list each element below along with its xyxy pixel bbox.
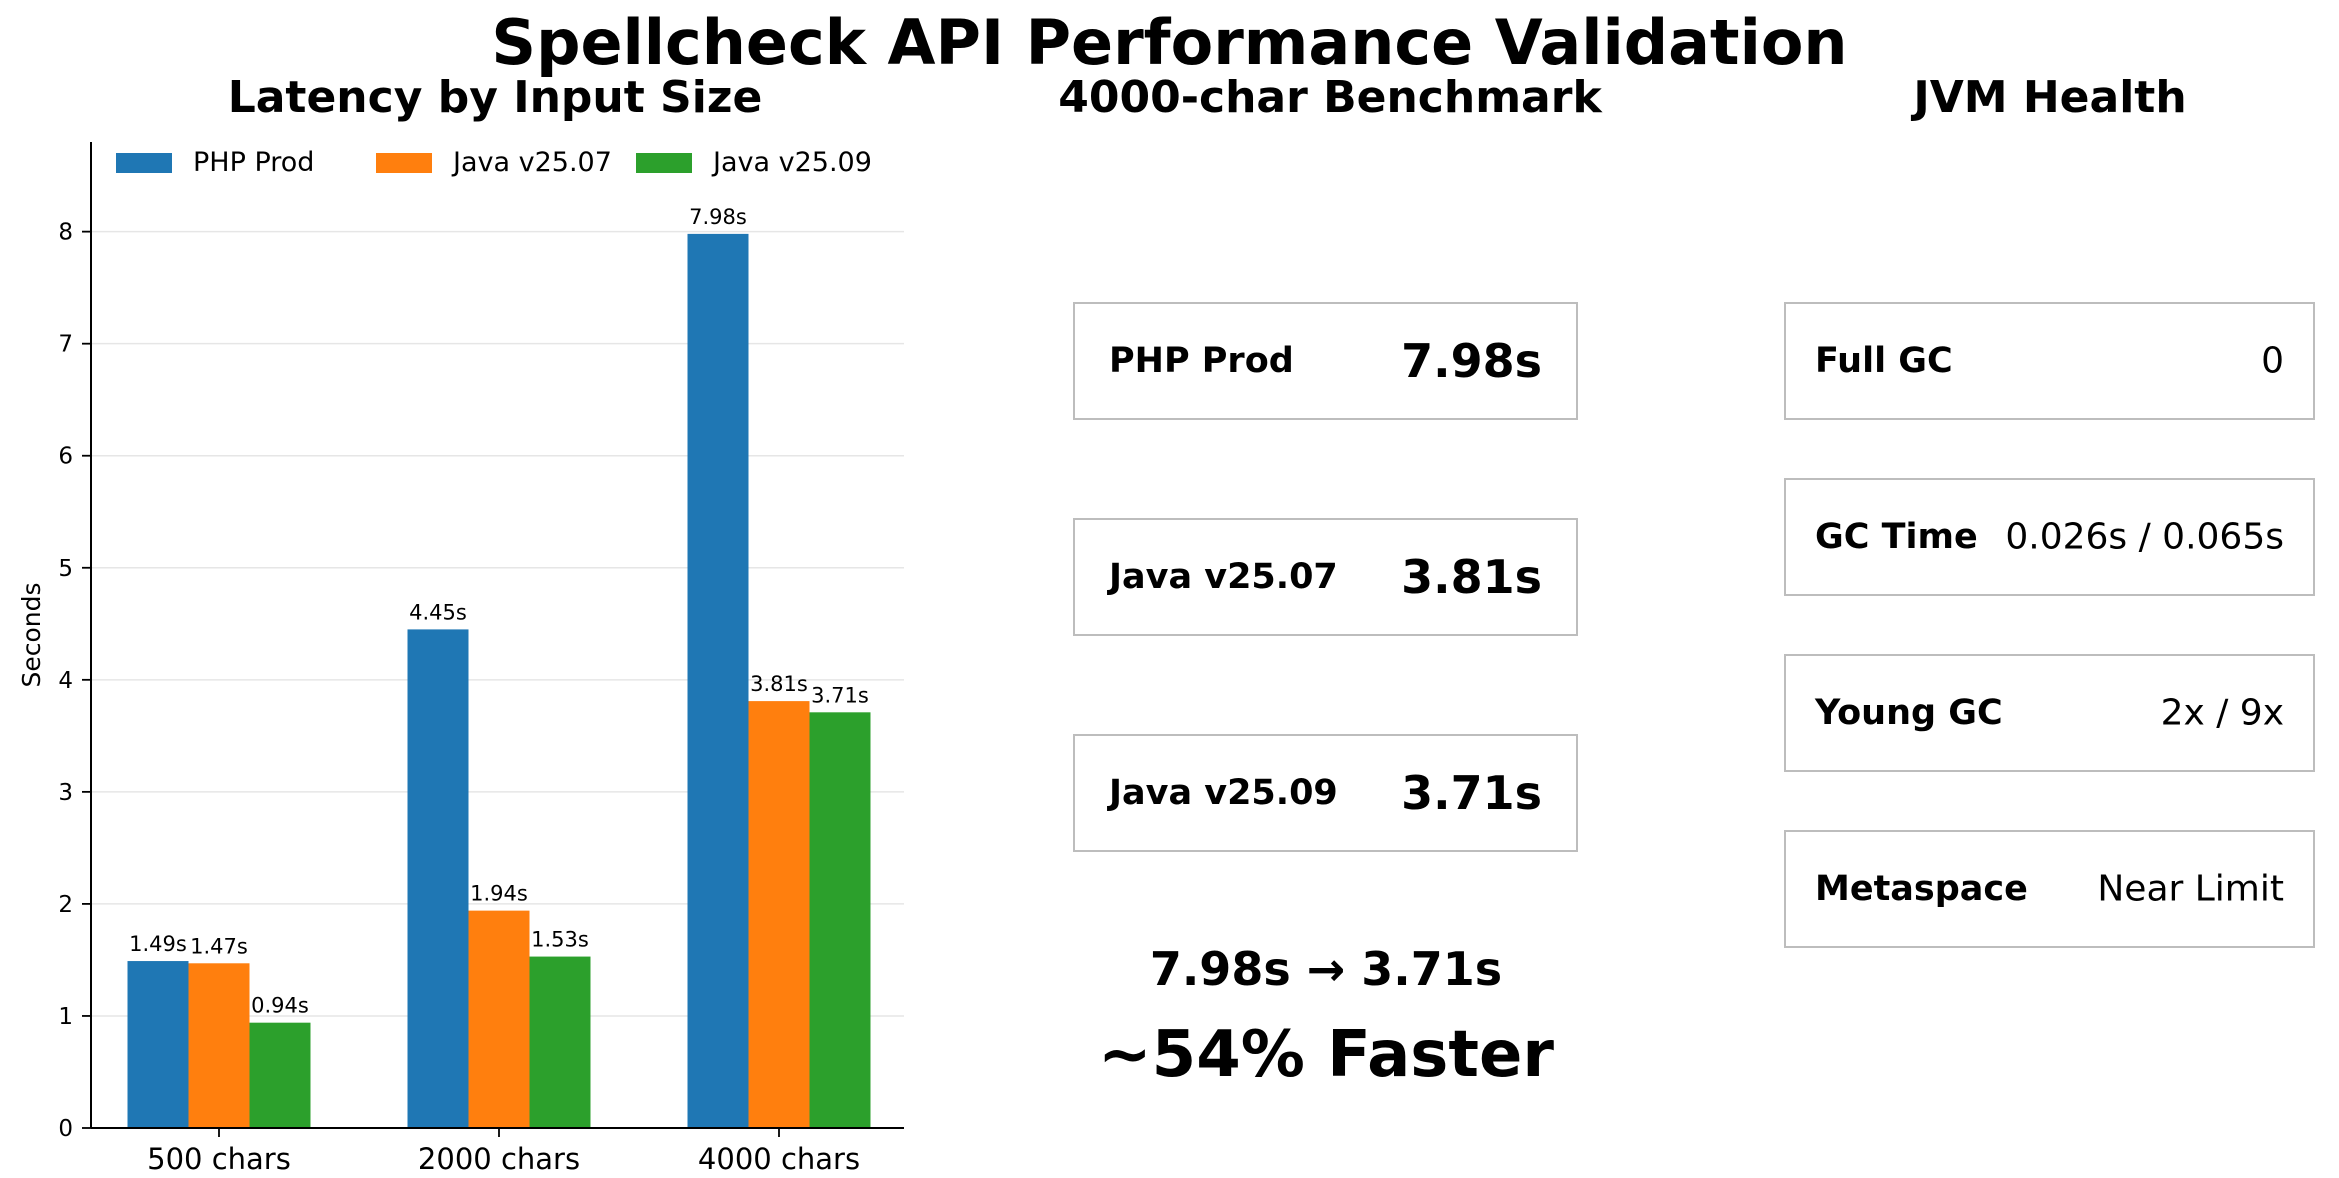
legend-swatch	[116, 153, 172, 173]
y-tick-label: 7	[58, 332, 73, 358]
x-tick-label: 2000 chars	[418, 1142, 580, 1176]
jvm-card-value: Near Limit	[2097, 868, 2284, 910]
latency-change-text: 7.98s → 3.71s	[1149, 942, 1503, 996]
jvm-panel-title: JVM Health	[1913, 72, 2187, 123]
bar	[687, 233, 749, 1129]
legend-swatch	[636, 153, 692, 173]
y-tick-label: 2	[58, 892, 73, 918]
bar	[407, 629, 469, 1128]
bar	[468, 910, 530, 1128]
benchmark-card-label: Java v25.09	[1109, 773, 1338, 813]
bar-value-label: 7.98s	[689, 205, 747, 229]
jvm-card-value: 2x / 9x	[2160, 692, 2284, 734]
bar-value-label: 0.94s	[251, 994, 309, 1018]
bar-value-label: 1.94s	[470, 882, 528, 906]
x-tick-label: 500 chars	[147, 1142, 291, 1176]
legend-label: Java v25.07	[451, 147, 612, 178]
jvm-card-value: 0.026s / 0.065s	[2005, 516, 2284, 558]
bar-value-label: 1.53s	[531, 928, 589, 952]
y-tick-label: 1	[58, 1004, 73, 1030]
latency-bar-chart: 0 1 2 3 4 5 6 7 8 Seconds 1.49s 1.47s 0.94s 500 chars…	[17, 142, 904, 1176]
benchmark-card-value: 7.98s	[1401, 334, 1542, 388]
jvm-card-label: Young GC	[1815, 693, 2003, 733]
bar-value-label: 4.45s	[409, 600, 467, 624]
benchmark-card-java-v25-09: Java v25.09 3.71s	[1073, 734, 1578, 852]
bar	[188, 963, 250, 1128]
jvm-card-full-gc: Full GC 0	[1784, 302, 2315, 420]
jvm-card-metaspace: Metaspace Near Limit	[1784, 830, 2315, 948]
bar	[529, 956, 591, 1128]
benchmark-panel-title: 4000-char Benchmark	[1058, 72, 1602, 123]
latency-panel-title: Latency by Input Size	[227, 72, 763, 123]
bar-value-label: 1.49s	[129, 932, 187, 956]
y-axis-label: Seconds	[17, 582, 46, 687]
benchmark-card-label: Java v25.07	[1109, 557, 1338, 597]
jvm-card-label: GC Time	[1815, 517, 1978, 557]
speedup-headline: ~54% Faster	[1098, 1018, 1554, 1092]
bar	[249, 1022, 311, 1128]
legend-swatch	[376, 153, 432, 173]
y-tick-label: 8	[58, 220, 73, 246]
bar-value-label: 3.81s	[750, 672, 808, 696]
y-tick-label: 6	[58, 444, 73, 470]
jvm-card-value: 0	[2261, 340, 2284, 382]
benchmark-card-value: 3.81s	[1401, 550, 1542, 604]
legend-label: PHP Prod	[193, 147, 314, 178]
benchmark-card-php-prod: PHP Prod 7.98s	[1073, 302, 1578, 420]
bar	[748, 701, 810, 1128]
bar	[127, 961, 189, 1128]
benchmark-card-label: PHP Prod	[1109, 341, 1294, 381]
jvm-card-label: Metaspace	[1815, 869, 2028, 909]
legend-label: Java v25.09	[711, 147, 872, 178]
jvm-card-label: Full GC	[1815, 341, 1953, 381]
y-tick-label: 5	[58, 556, 73, 582]
bar-value-label: 1.47s	[190, 934, 248, 958]
y-tick-label: 4	[58, 668, 73, 694]
jvm-card-young-gc: Young GC 2x / 9x	[1784, 654, 2315, 772]
x-tick-label: 4000 chars	[698, 1142, 860, 1176]
jvm-card-gc-time: GC Time 0.026s / 0.065s	[1784, 478, 2315, 596]
y-tick-label: 3	[58, 780, 73, 806]
bar-value-label: 3.71s	[811, 683, 869, 707]
page-title: Spellcheck API Performance Validation	[491, 6, 1848, 79]
benchmark-card-java-v25-07: Java v25.07 3.81s	[1073, 518, 1578, 636]
y-tick-label: 0	[58, 1116, 73, 1142]
bar	[809, 712, 871, 1128]
benchmark-card-value: 3.71s	[1401, 766, 1542, 820]
